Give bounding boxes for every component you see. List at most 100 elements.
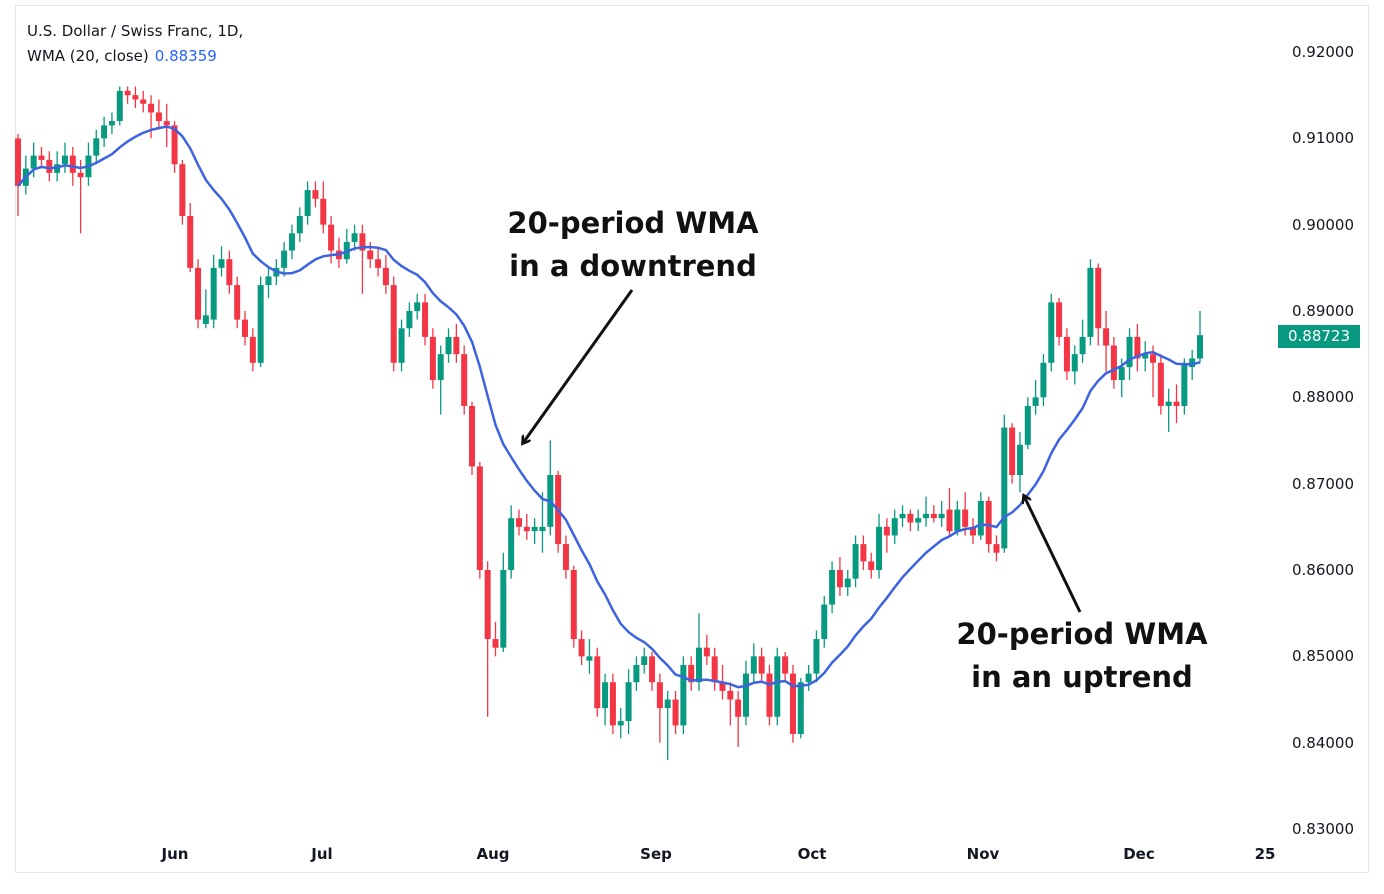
candle-body <box>163 121 170 126</box>
annotation-line: 20-period WMA <box>507 206 759 240</box>
candle-up <box>617 708 624 739</box>
candle-down <box>179 159 186 225</box>
candle-body <box>641 656 648 665</box>
candle-up <box>202 289 209 329</box>
candle-body <box>445 336 452 355</box>
candle-up <box>1001 414 1008 553</box>
candle-down <box>860 535 867 570</box>
candle-up <box>844 570 851 596</box>
candle-up <box>680 656 687 735</box>
candle-body <box>719 682 726 691</box>
candle-up <box>414 293 421 320</box>
candle-body <box>390 285 397 363</box>
candle-body <box>1032 397 1039 406</box>
candle-body <box>562 544 569 570</box>
candle-body <box>797 682 804 735</box>
candle-body <box>234 285 241 320</box>
candle-up <box>1024 397 1031 450</box>
candle-down <box>946 487 953 536</box>
candle-up <box>398 319 405 372</box>
candle-body <box>672 699 679 726</box>
candle-body <box>437 354 444 381</box>
candle-down <box>187 203 194 273</box>
candle-body <box>1126 336 1133 368</box>
x-tick-label: Sep <box>640 845 672 863</box>
candle-up <box>1142 341 1149 372</box>
candle-up <box>899 505 906 527</box>
candle-down <box>656 673 663 743</box>
candle-body <box>891 518 898 536</box>
candle-body <box>789 673 796 735</box>
candle-body <box>829 570 836 605</box>
candle-body <box>179 164 186 217</box>
last-price-badge: 0.88723 <box>1278 325 1360 348</box>
candle-body <box>711 656 718 683</box>
candle-up <box>1048 293 1055 372</box>
symbol-title: U.S. Dollar / Swiss Franc, 1D, <box>27 22 244 40</box>
annotation-arrows <box>523 289 1082 613</box>
candle-up <box>1126 328 1133 381</box>
candle-body <box>15 138 21 186</box>
annotation-uptrend: 20-period WMA in an uptrend <box>956 613 1207 699</box>
candle-down <box>46 151 53 182</box>
candle-body <box>696 647 703 683</box>
candle-body <box>218 259 225 268</box>
candle-body <box>69 155 76 173</box>
y-tick-label: 0.83000 <box>1291 820 1354 838</box>
candle-body <box>242 319 249 337</box>
candle-up <box>923 496 930 527</box>
candle-up <box>547 440 554 536</box>
candle-up <box>437 345 444 415</box>
candle-body <box>93 138 100 156</box>
candle-body <box>883 526 890 536</box>
candle-body <box>484 570 491 640</box>
candle-up <box>108 112 115 135</box>
chart-frame <box>15 5 1369 873</box>
candle-body <box>508 518 515 570</box>
candle-down <box>226 250 233 294</box>
candle-down <box>609 673 616 735</box>
candle-down <box>993 535 1000 562</box>
candle-up <box>288 224 295 260</box>
candle-down <box>77 159 84 234</box>
candle-body <box>116 90 123 122</box>
candle-down <box>1110 336 1117 389</box>
candle-body <box>1056 302 1063 337</box>
candle-body <box>664 699 671 709</box>
candle-body <box>296 216 303 234</box>
candle-body <box>1016 444 1023 476</box>
candle-down <box>782 652 789 683</box>
annotation-downtrend: 20-period WMA in a downtrend <box>507 202 758 288</box>
candle-body <box>836 570 843 588</box>
candle-body <box>977 500 984 536</box>
candle-body <box>899 513 906 519</box>
candle-body <box>962 509 969 527</box>
candle-body <box>328 224 335 251</box>
candle-up <box>829 561 836 614</box>
candle-body <box>500 570 507 648</box>
candle-body <box>649 656 656 683</box>
candle-body <box>461 354 468 406</box>
candle-up <box>1071 345 1078 385</box>
candle-body <box>735 699 742 717</box>
uptrend-arrow <box>1024 496 1082 613</box>
candle-body <box>930 513 937 519</box>
candle-body <box>124 90 131 96</box>
candle-down <box>15 134 21 217</box>
candle-down <box>570 565 577 648</box>
candle-body <box>602 682 609 709</box>
candle-up <box>664 690 671 760</box>
candle-body <box>476 466 483 570</box>
candle-body <box>821 604 828 640</box>
candle-up <box>805 664 812 691</box>
candle-up <box>210 254 217 329</box>
candle-body <box>1173 401 1180 406</box>
candle-body <box>77 172 84 178</box>
candle-body <box>594 656 601 709</box>
candle-body <box>727 690 734 700</box>
candle-down <box>727 682 734 726</box>
candle-body <box>1024 405 1031 445</box>
candle-body <box>993 544 1000 553</box>
y-tick-label: 0.84000 <box>1291 733 1354 752</box>
